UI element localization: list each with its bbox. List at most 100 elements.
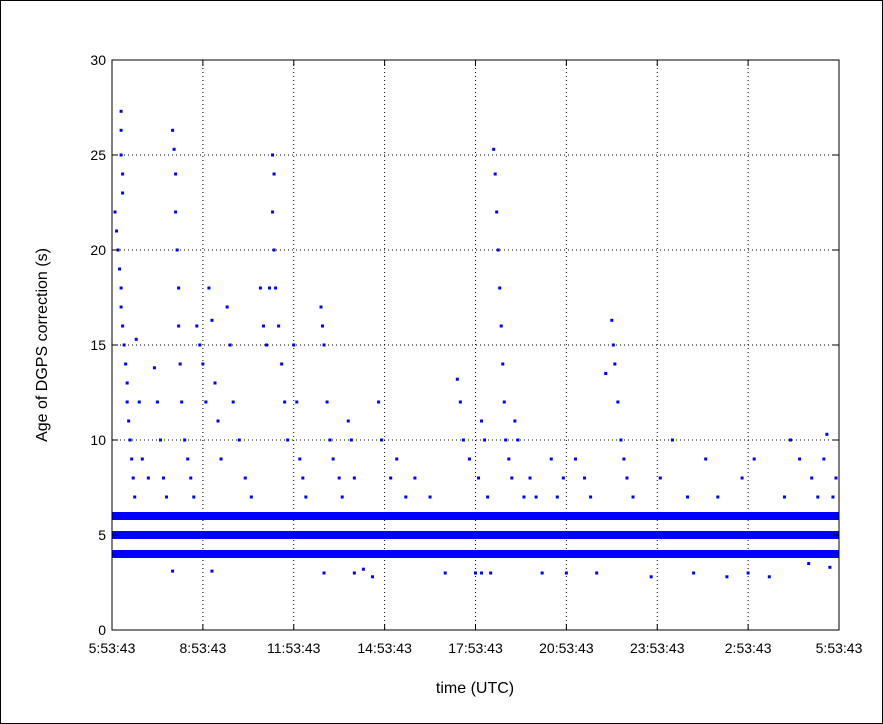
- data-point: [389, 476, 393, 480]
- data-point: [371, 575, 375, 579]
- data-point: [604, 372, 608, 375]
- x-tick-label: 5:53:43: [89, 640, 136, 656]
- data-point: [128, 438, 132, 442]
- data-point: [352, 476, 356, 480]
- data-point: [189, 476, 193, 480]
- x-tick-label: 17:53:43: [448, 640, 503, 656]
- y-tick-label: 5: [98, 527, 106, 543]
- x-tick-label: 2:53:43: [725, 640, 772, 656]
- data-point: [767, 575, 771, 579]
- data-point: [789, 438, 793, 442]
- data-point: [474, 571, 477, 575]
- data-point: [249, 495, 253, 499]
- data-point: [622, 457, 626, 461]
- data-point: [261, 324, 265, 328]
- data-point: [295, 400, 299, 404]
- data-point: [631, 495, 635, 499]
- data-point: [522, 495, 526, 499]
- data-point: [213, 381, 217, 385]
- data-point: [280, 362, 284, 366]
- data-point: [322, 571, 326, 575]
- data-point: [119, 305, 123, 309]
- data-point: [177, 324, 181, 328]
- data-point: [670, 438, 674, 442]
- data-band: [112, 531, 839, 539]
- data-point: [704, 457, 708, 461]
- data-point: [686, 495, 690, 499]
- data-point: [549, 457, 553, 461]
- data-point: [131, 476, 135, 480]
- data-point: [489, 571, 493, 575]
- data-point: [216, 419, 220, 423]
- data-point: [564, 571, 568, 575]
- data-point: [201, 362, 205, 366]
- data-point: [146, 476, 150, 480]
- y-tick-label: 30: [90, 52, 106, 68]
- data-point: [337, 476, 341, 480]
- data-point: [613, 362, 617, 366]
- data-point: [243, 476, 247, 480]
- data-point: [807, 562, 811, 565]
- data-point: [258, 286, 262, 290]
- x-tick-label: 11:53:43: [267, 640, 321, 656]
- data-point: [380, 438, 384, 442]
- data-point: [492, 147, 496, 151]
- data-point: [616, 400, 620, 404]
- data-point: [534, 495, 538, 499]
- data-point: [133, 495, 137, 499]
- data-point: [186, 457, 190, 461]
- data-point: [516, 438, 520, 442]
- data-point: [528, 476, 532, 480]
- data-point: [161, 476, 165, 480]
- data-point: [272, 248, 276, 252]
- data-point: [125, 400, 129, 404]
- x-tick-label: 5:53:43: [816, 640, 863, 656]
- data-series: [112, 109, 839, 579]
- data-point: [319, 305, 323, 309]
- data-point: [119, 153, 123, 157]
- x-axis-label: time (UTC): [436, 680, 514, 697]
- data-point: [325, 400, 329, 404]
- y-axis-ticks: 0 5 10 15 20 25 30: [90, 52, 839, 638]
- data-point: [725, 575, 729, 579]
- data-point: [428, 495, 432, 499]
- data-point: [115, 229, 119, 233]
- data-point: [140, 457, 144, 461]
- data-point: [619, 438, 623, 442]
- data-point: [277, 324, 281, 328]
- data-point: [274, 286, 278, 290]
- data-point: [395, 457, 399, 461]
- data-point: [271, 210, 275, 214]
- data-point: [510, 476, 514, 480]
- data-point: [125, 381, 129, 385]
- data-point: [495, 210, 499, 214]
- data-point: [121, 324, 125, 328]
- data-point: [504, 438, 508, 442]
- data-point: [119, 109, 123, 113]
- data-point: [119, 286, 123, 290]
- y-tick-label: 15: [90, 337, 106, 353]
- y-tick-label: 0: [98, 622, 106, 638]
- data-point: [477, 476, 481, 480]
- data-point: [692, 571, 696, 575]
- data-point: [831, 495, 835, 499]
- data-point: [340, 495, 344, 499]
- data-point: [134, 337, 138, 341]
- data-point: [231, 400, 235, 404]
- data-point: [443, 571, 447, 575]
- data-point: [352, 571, 356, 575]
- data-point: [480, 419, 484, 423]
- data-point: [130, 457, 134, 461]
- data-point: [127, 419, 131, 423]
- data-point: [810, 476, 814, 480]
- x-tick-label: 23:53:43: [630, 640, 685, 656]
- data-point: [264, 343, 268, 347]
- data-point: [458, 400, 462, 404]
- data-point: [272, 172, 276, 176]
- x-axis-ticks: 5:53:43 8:53:43 11:53:43 14:53:43 17:53:43 20…: [89, 60, 863, 656]
- y-axis-label: Age of DGPS correction (s): [34, 248, 51, 442]
- data-point: [483, 438, 487, 442]
- data-point: [834, 476, 838, 480]
- data-point: [611, 343, 615, 347]
